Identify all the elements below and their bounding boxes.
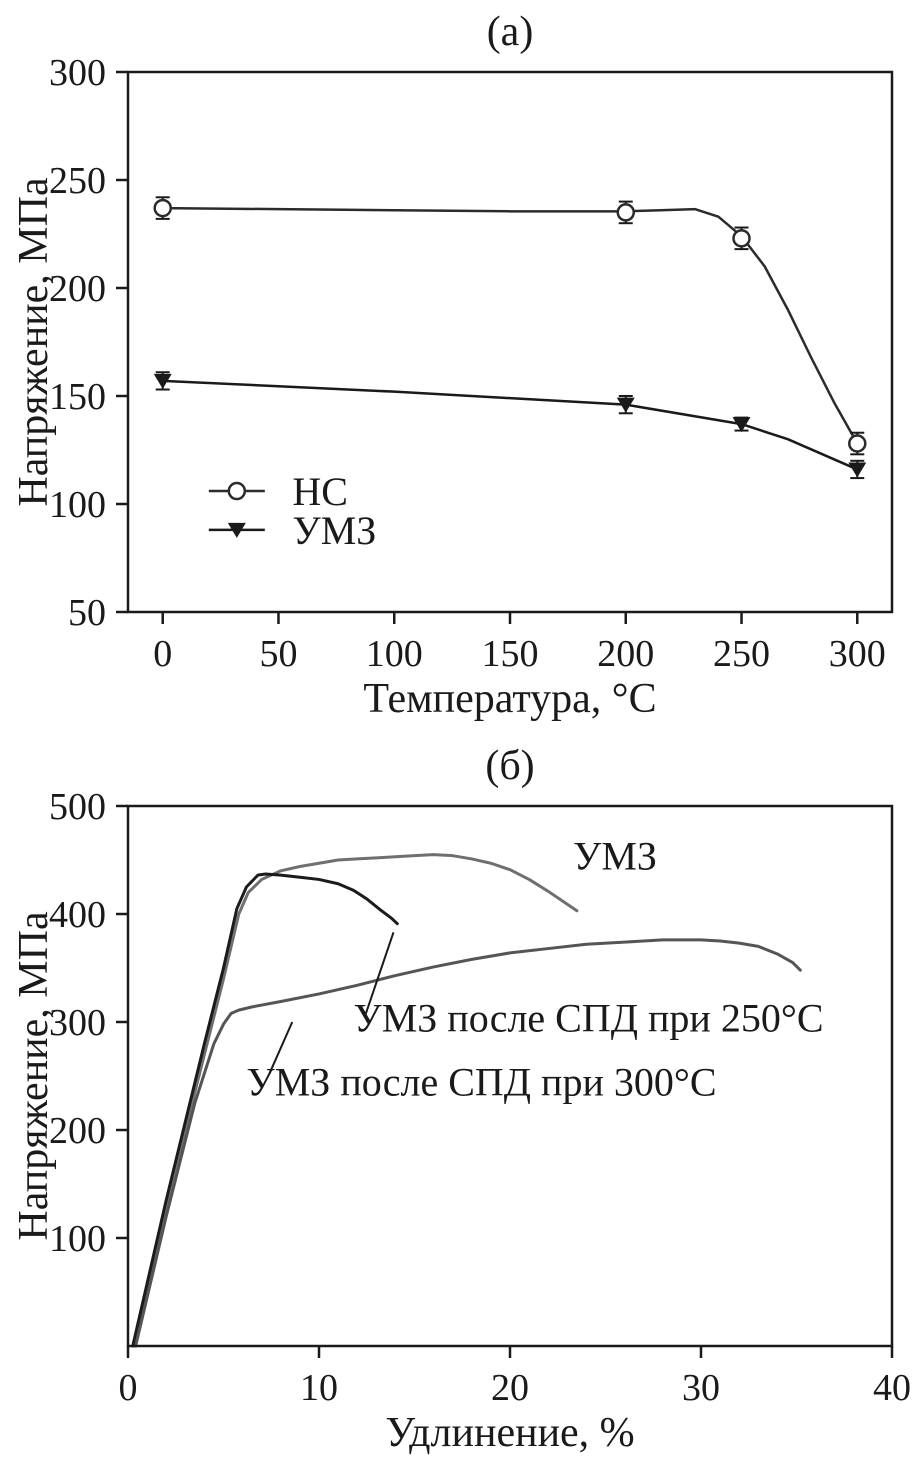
y-tick-label: 200 [49, 268, 106, 310]
y-tick-label: 250 [49, 160, 106, 202]
panel-a-x-axis-label: Температура, °C [363, 676, 657, 722]
panel-b: (б) Напряжение, МПа 0 10 20 30 40 100 200 300 40… [0, 740, 912, 1464]
y-tick-label: 50 [68, 592, 106, 634]
panel-b-y-axis-label: Напряжение, МПа [11, 911, 57, 1241]
x-tick-label: 10 [300, 1367, 338, 1408]
x-tick-label: 30 [682, 1367, 720, 1408]
x-tick-label: 40 [873, 1367, 911, 1408]
x-tick-label: 20 [491, 1367, 529, 1408]
annotation-label: УМЗ после СПД при 250°C [353, 996, 823, 1041]
leader-line [268, 1021, 294, 1075]
legend-label: УМЗ [292, 508, 376, 553]
y-tick-label: 300 [49, 58, 106, 94]
y-tick-label: 400 [49, 894, 106, 936]
y-tick-label: 500 [49, 792, 106, 828]
marker-open-circle [848, 434, 867, 453]
x-tick-label: 200 [597, 633, 654, 674]
x-tick-label: 150 [482, 633, 539, 674]
x-tick-label: 100 [366, 633, 423, 674]
panel-b-label: (б) [485, 743, 535, 789]
y-tick-label: 200 [49, 1110, 106, 1152]
y-tick-label: 300 [49, 1002, 106, 1044]
marker-open-circle [732, 229, 751, 248]
series-line-0 [161, 206, 859, 445]
marker-open-circle [227, 481, 247, 501]
marker-filled-triangle-down-icon [732, 417, 751, 433]
annotation-label: УМЗ после СПД при 300°C [246, 1059, 716, 1104]
annotation-label: УМЗ [573, 834, 657, 879]
x-tick-label: 250 [713, 633, 770, 674]
marker-filled-triangle-down-icon [848, 462, 867, 478]
x-tick-label: 50 [259, 633, 297, 674]
x-tick-label: 300 [829, 633, 886, 674]
marker-open-circle [616, 203, 636, 222]
legend-label: НС [292, 469, 348, 514]
x-tick-label: 0 [153, 633, 172, 674]
marker-filled-triangle-down-icon [616, 397, 635, 413]
y-tick-label: 100 [49, 1218, 106, 1260]
panel-a: (а) Напряжение, МПа 0 50 100 150 200 250 300 50… [0, 6, 912, 730]
series-line-1 [131, 872, 399, 1348]
marker-open-circle [153, 198, 172, 218]
series-line-0 [132, 853, 579, 1348]
panel-a-label: (а) [486, 9, 534, 55]
panel-b-x-axis-label: Удлинение, % [385, 1410, 635, 1456]
y-tick-label: 150 [49, 376, 106, 418]
marker-filled-triangle-down-icon [227, 522, 246, 538]
series-line-1 [161, 379, 859, 471]
panel-b-plot: 0 10 20 30 40 100 200 300 400 500 УМЗ УМЗ после СПД… [49, 792, 911, 1408]
x-tick-label: 0 [119, 1367, 138, 1408]
series-line-2 [134, 938, 802, 1348]
panel-a-y-axis-label: Напряжение, МПа [11, 177, 57, 507]
leader-line [363, 932, 395, 1017]
marker-filled-triangle-down-icon [153, 373, 172, 389]
y-tick-label: 100 [49, 484, 106, 526]
